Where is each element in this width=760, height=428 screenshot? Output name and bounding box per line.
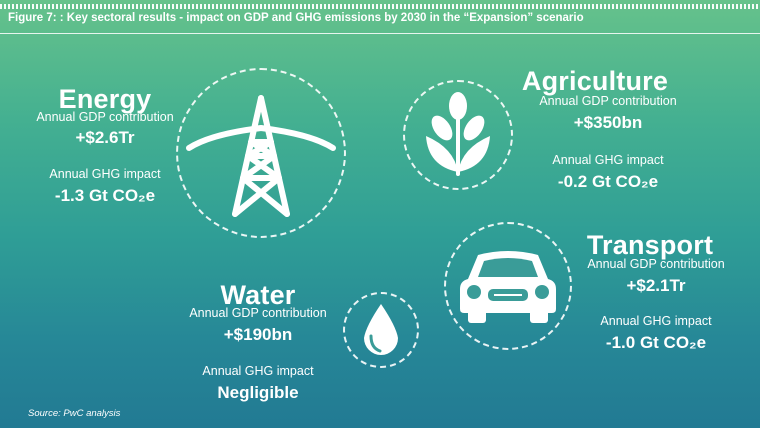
power-pylon-icon xyxy=(186,95,336,217)
top-dotted-bar xyxy=(0,4,760,9)
agriculture-gdp-label: Annual GDP contribution xyxy=(539,94,677,108)
agriculture-ghg-label: Annual GHG impact xyxy=(552,153,664,167)
transport-circle xyxy=(444,222,572,350)
agriculture-gdp-value: +$350bn xyxy=(573,113,643,132)
source-note: Source: PwC analysis xyxy=(28,408,121,419)
agriculture-circle xyxy=(403,80,513,190)
figure-title: Figure 7: : Key sectoral results - impac… xyxy=(8,12,584,24)
energy-ghg-value: -1.3 Gt CO₂e xyxy=(54,186,156,205)
agriculture-ghg-value: -0.2 Gt CO₂e xyxy=(557,172,659,191)
energy-ghg-label: Annual GHG impact xyxy=(49,167,161,181)
water-name: Water xyxy=(220,280,296,310)
wheat-icon xyxy=(426,92,490,176)
transport-ghg-label: Annual GHG impact xyxy=(600,314,712,328)
energy-gdp-label: Annual GDP contribution xyxy=(36,110,174,124)
energy-circle xyxy=(176,68,346,238)
water-gdp-label: Annual GDP contribution xyxy=(189,306,327,320)
car-icon xyxy=(460,251,556,323)
energy-gdp-value: +$2.6Tr xyxy=(75,128,135,147)
water-ghg-label: Annual GHG impact xyxy=(202,364,314,378)
water-circle xyxy=(343,292,419,368)
transport-name: Transport xyxy=(586,230,714,260)
water-ghg-value: Negligible xyxy=(217,383,299,402)
agriculture-name: Agriculture xyxy=(521,66,669,96)
title-divider xyxy=(0,33,760,34)
water-gdp-value: +$190bn xyxy=(223,325,293,344)
transport-gdp-label: Annual GDP contribution xyxy=(587,257,725,271)
water-drop-icon xyxy=(364,304,398,355)
transport-ghg-value: -1.0 Gt CO₂e xyxy=(605,333,707,352)
energy-name: Energy xyxy=(58,84,152,114)
transport-gdp-value: +$2.1Tr xyxy=(626,276,686,295)
